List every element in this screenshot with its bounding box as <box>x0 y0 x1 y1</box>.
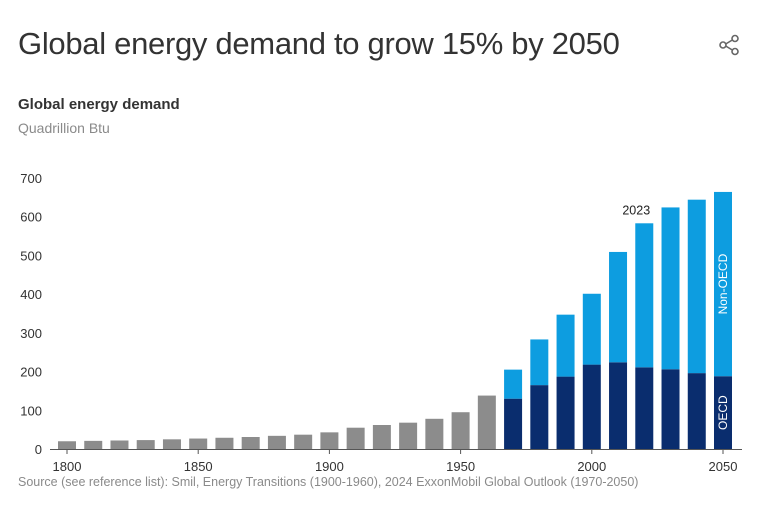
historical-bar <box>399 422 418 449</box>
oecd-bar <box>556 376 575 449</box>
bar-annotation: 2023 <box>622 203 650 217</box>
y-tick-label: 400 <box>20 287 42 302</box>
non-oecd-bar <box>687 199 706 374</box>
historical-bar <box>425 418 444 449</box>
y-tick-label: 500 <box>20 248 42 263</box>
y-tick-label: 200 <box>20 365 42 380</box>
oecd-bar <box>504 398 523 449</box>
historical-bar <box>84 440 103 449</box>
non-oecd-bar <box>635 223 654 368</box>
chart-unit-subtitle: Quadrillion Btu <box>18 120 110 136</box>
oecd-bar <box>714 376 732 449</box>
x-tick-label: 2000 <box>577 459 606 474</box>
historical-bar <box>320 432 339 449</box>
x-tick-label: 1950 <box>446 459 475 474</box>
oecd-bar <box>687 373 706 449</box>
oecd-bar <box>582 364 601 449</box>
non-oecd-bar <box>661 207 680 370</box>
x-tick-label: 1800 <box>53 459 82 474</box>
historical-bar <box>372 424 391 449</box>
historical-bar <box>189 438 208 449</box>
x-tick-label: 2050 <box>709 459 738 474</box>
oecd-bar <box>661 369 680 449</box>
historical-bar <box>110 440 129 449</box>
historical-bar <box>477 395 496 449</box>
historical-bar <box>215 437 234 449</box>
non-oecd-bar <box>714 191 732 377</box>
y-tick-label: 700 <box>20 171 42 186</box>
historical-bar <box>294 434 313 449</box>
oecd-bar <box>530 385 549 449</box>
oecd-bar <box>609 362 628 449</box>
non-oecd-bar <box>530 339 549 386</box>
non-oecd-bar <box>556 314 575 377</box>
chart-title: Global energy demand <box>18 96 180 113</box>
non-oecd-bar <box>504 369 523 399</box>
y-tick-label: 0 <box>35 442 42 457</box>
x-tick-label: 1850 <box>184 459 213 474</box>
historical-bar <box>267 435 286 449</box>
non-oecd-bar <box>609 251 628 363</box>
historical-bar <box>136 440 155 449</box>
historical-bar <box>346 427 365 449</box>
page-headline: Global energy demand to grow 15% by 2050 <box>18 26 620 61</box>
y-tick-label: 600 <box>20 210 42 225</box>
historical-bar <box>58 441 76 449</box>
historical-bar <box>162 439 181 449</box>
historical-bar <box>451 412 470 449</box>
x-tick-label: 1900 <box>315 459 344 474</box>
historical-bar <box>241 436 260 449</box>
non-oecd-bar <box>582 293 601 365</box>
y-tick-label: 100 <box>20 403 42 418</box>
y-tick-label: 300 <box>20 326 42 341</box>
share-button[interactable] <box>716 32 742 58</box>
oecd-bar <box>635 367 654 449</box>
non-oecd-series-label: Non-OECD <box>716 253 730 314</box>
oecd-series-label: OECD <box>716 395 730 430</box>
source-note: Source (see reference list): Smil, Energ… <box>18 475 639 489</box>
share-icon <box>719 34 739 56</box>
